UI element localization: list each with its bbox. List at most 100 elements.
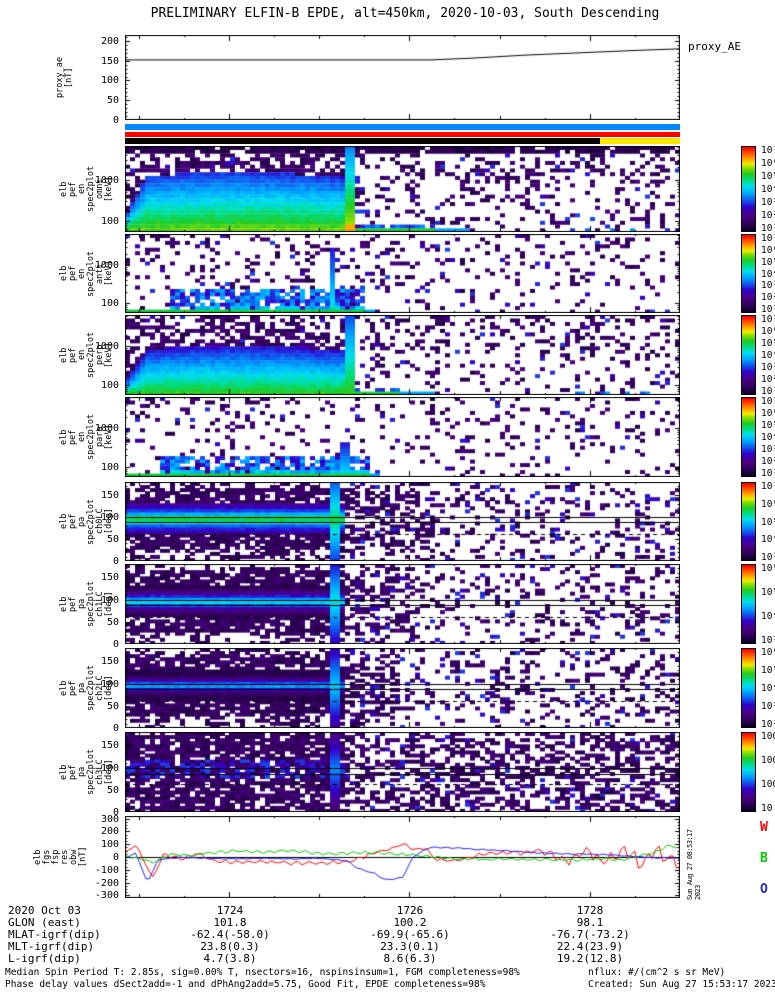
ytick-200: 200 xyxy=(100,826,119,838)
colorbar xyxy=(741,732,756,812)
colorbar-tick-10⁶: 10⁶ xyxy=(761,498,775,510)
footer-left-2: Phase delay values dSect2add=-1 and dPhA… xyxy=(5,979,486,990)
mlat-1728: -76.7(-73.2) xyxy=(550,928,630,941)
ytick-0: 0 xyxy=(112,807,119,818)
ch0-canvas xyxy=(125,482,680,561)
bar-red xyxy=(125,131,680,137)
ytick-50: 50 xyxy=(106,616,119,628)
ytick-0: 0 xyxy=(112,723,119,734)
colorbar-tick-10²: 10² xyxy=(761,292,775,304)
ephemeris-label-glon: GLON (east) xyxy=(8,916,81,929)
colorbar-tick-10³: 10³ xyxy=(761,280,775,292)
colorbar-gradient xyxy=(742,733,755,811)
omni-canvas xyxy=(125,146,680,232)
legend-w: W xyxy=(760,820,768,835)
colorbar-tick-10²: 10² xyxy=(761,456,775,467)
colorbar-tick-10000: 10000 xyxy=(761,731,775,742)
colorbar-tick-10⁵: 10⁵ xyxy=(761,338,775,349)
colorbar-tick-10⁴: 10⁴ xyxy=(761,432,775,443)
colorbar-tick-10⁴: 10⁴ xyxy=(761,268,775,280)
panel-spectrogram-para xyxy=(125,397,680,477)
bar-black-tail xyxy=(599,138,680,144)
ytick-0: 0 xyxy=(112,556,119,567)
ephemeris-label-mlt: MLT-igrf(dip) xyxy=(8,940,95,953)
colorbar xyxy=(741,315,756,395)
glon-1726: 100.2 xyxy=(393,916,427,929)
panel-pitchangle-ch2lc xyxy=(125,648,680,728)
bar-blue xyxy=(125,124,680,130)
colorbar-tick-10⁷: 10⁷ xyxy=(761,314,775,325)
ch1-canvas xyxy=(125,564,680,644)
colorbar-gradient xyxy=(742,235,755,312)
legend-o: O xyxy=(760,882,768,897)
colorbar-tick-10⁵: 10⁵ xyxy=(761,420,775,431)
colorbar-tick-10⁶: 10⁶ xyxy=(761,563,775,574)
l-1724: 4.7(3.8) xyxy=(203,952,257,965)
ytick-100: 100 xyxy=(100,678,119,690)
colorbar-tick-10: 10 xyxy=(761,803,773,814)
colorbar xyxy=(741,648,756,728)
ephemeris-col-1728: 1728 98.1 -76.7(-73.2) 22.4(23.9) 19.2(1… xyxy=(490,905,690,965)
ytick-100: 100 xyxy=(100,839,119,851)
ytick-1000: 1000 xyxy=(94,423,119,435)
ephemeris-label-l: L-igrf(dip) xyxy=(8,952,81,965)
bar-black xyxy=(125,138,680,144)
colorbar-tick-10⁷: 10⁷ xyxy=(761,396,775,407)
ephemeris-row-labels: 2020 Oct 03 GLON (east) MLAT-igrf(dip) M… xyxy=(8,905,101,965)
ytick--200: -200 xyxy=(94,877,119,889)
proxy-ae-right-label: proxy_AE xyxy=(688,40,741,53)
colorbar-tick-10³: 10³ xyxy=(761,362,775,373)
obw-canvas xyxy=(125,816,680,898)
colorbar-tick-10²: 10² xyxy=(761,719,775,730)
colorbar-tick-10¹: 10¹ xyxy=(761,304,775,315)
ytick-1000: 1000 xyxy=(94,341,119,353)
ytick-150: 150 xyxy=(100,656,119,668)
colorbar-gradient xyxy=(742,649,755,727)
colorbar-tick-10²: 10² xyxy=(761,210,775,221)
ytick-100: 100 xyxy=(100,512,119,524)
colorbar xyxy=(741,482,756,561)
panel-fgs-obw xyxy=(125,816,680,898)
ytick-1000: 1000 xyxy=(94,259,119,271)
colorbar-tick-10³: 10³ xyxy=(761,701,775,712)
colorbar-tick-10⁴: 10⁴ xyxy=(761,683,775,694)
ephemeris-date: 2020 Oct 03 xyxy=(8,904,81,917)
panel-spectrogram-perp xyxy=(125,315,680,395)
colorbar-tick-10²: 10² xyxy=(761,374,775,385)
colorbar-tick-10⁶: 10⁶ xyxy=(761,158,775,169)
tick-1728: 1728 xyxy=(576,904,604,917)
colorbar-tick-10⁶: 10⁶ xyxy=(761,326,775,337)
colorbar-tick-10⁵: 10⁵ xyxy=(761,516,775,528)
mlat-1724: -62.4(-58.0) xyxy=(190,928,270,941)
ytick-200: 200 xyxy=(100,35,119,47)
ytick-50: 50 xyxy=(106,95,119,107)
ytick--300: -300 xyxy=(94,890,119,902)
panel-spectrogram-anti xyxy=(125,234,680,313)
ytick-150: 150 xyxy=(100,55,119,67)
side-timestamp: Sun Aug 27 08:53:17 2023 xyxy=(686,829,702,900)
panel-pitchangle-ch0lc xyxy=(125,482,680,561)
colorbar-gradient xyxy=(742,147,755,231)
mlat-1726: -69.9(-65.6) xyxy=(370,928,450,941)
ytick-50: 50 xyxy=(106,700,119,712)
ytick-0: 0 xyxy=(112,639,119,650)
colorbar-tick-10⁵: 10⁵ xyxy=(761,256,775,268)
ytick--100: -100 xyxy=(94,864,119,876)
footer-right-1: nflux: #/(cm^2 s sr MeV) xyxy=(588,967,726,978)
colorbar-tick-10³: 10³ xyxy=(761,635,775,646)
ytick-100: 100 xyxy=(100,594,119,606)
ytick-150: 150 xyxy=(100,740,119,752)
ytick-1000: 1000 xyxy=(94,174,119,186)
ytick-150: 150 xyxy=(100,572,119,584)
colorbar-tick-10⁵: 10⁵ xyxy=(761,665,775,676)
colorbar-tick-10³: 10³ xyxy=(761,444,775,455)
colorbar xyxy=(741,397,756,477)
ephemeris-col-1726: 1726 100.2 -69.9(-65.6) 23.3(0.1) 8.6(6.… xyxy=(310,905,510,965)
colorbar-tick-10⁷: 10⁷ xyxy=(761,481,775,492)
colorbar-tick-10⁴: 10⁴ xyxy=(761,184,775,195)
ytick-100: 100 xyxy=(100,379,119,391)
colorbar-tick-10³: 10³ xyxy=(761,197,775,208)
ch3-canvas xyxy=(125,732,680,812)
ytick-50: 50 xyxy=(106,534,119,546)
ytick-100: 100 xyxy=(100,762,119,774)
